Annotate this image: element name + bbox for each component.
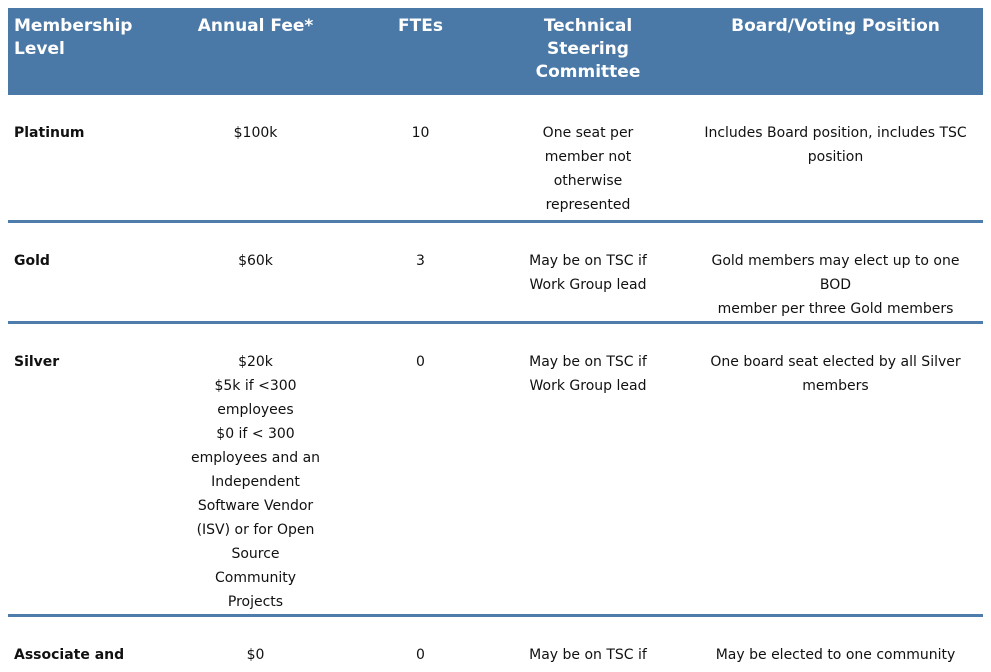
cell-platinum-board: Includes Board position, includes TSC po… (688, 95, 983, 223)
table-row-associate-academic: Associate and Academic $0 0 May be on TS… (8, 615, 983, 672)
cell-platinum-level: Platinum (8, 95, 158, 223)
cell-associate-level: Associate and Academic (14, 646, 125, 672)
cell-platinum-ftes: 10 (353, 95, 488, 223)
cell-gold-ftes: 3 (353, 221, 488, 324)
cell-platinum-tsc: One seat per member not otherwise repres… (488, 95, 688, 223)
cell-silver-fee: $20k $5k if <300 employees $0 if < 300 e… (158, 322, 353, 617)
cell-associate-fee: $0 (246, 646, 265, 663)
cell-silver-ftes: 0 (353, 322, 488, 617)
column-header-board-voting-position: Board/Voting Position (688, 8, 983, 95)
cell-platinum-fee: $100k (158, 95, 353, 223)
table-header-row: Membership Level Annual Fee* FTEs Techni… (8, 8, 983, 95)
column-header-ftes: FTEs (353, 8, 488, 95)
cell-silver-level: Silver (8, 322, 158, 617)
cell-associate-tsc: May be on TSC if Work Group lead (529, 646, 647, 672)
column-header-membership-level: Membership Level (8, 8, 158, 95)
column-header-annual-fee: Annual Fee* (158, 8, 353, 95)
cell-gold-fee: $60k (158, 221, 353, 324)
table-row-platinum: Platinum $100k 10 One seat per member no… (8, 95, 983, 223)
cell-silver-tsc: May be on TSC if Work Group lead (488, 322, 688, 617)
table-row-silver: Silver $20k $5k if <300 employees $0 if … (8, 322, 983, 617)
cell-associate-board: May be elected to one community observer… (715, 646, 956, 672)
column-header-technical-steering-committee: Technical Steering Committee (488, 8, 688, 95)
table-row-gold: Gold $60k 3 May be on TSC if Work Group … (8, 221, 983, 324)
cell-associate-ftes: 0 (416, 646, 425, 663)
membership-levels-table: Membership Level Annual Fee* FTEs Techni… (8, 8, 983, 672)
cell-gold-level: Gold (8, 221, 158, 324)
cell-gold-board: Gold members may elect up to one BOD mem… (688, 221, 983, 324)
cell-silver-board: One board seat elected by all Silver mem… (688, 322, 983, 617)
cell-gold-tsc: May be on TSC if Work Group lead (488, 221, 688, 324)
